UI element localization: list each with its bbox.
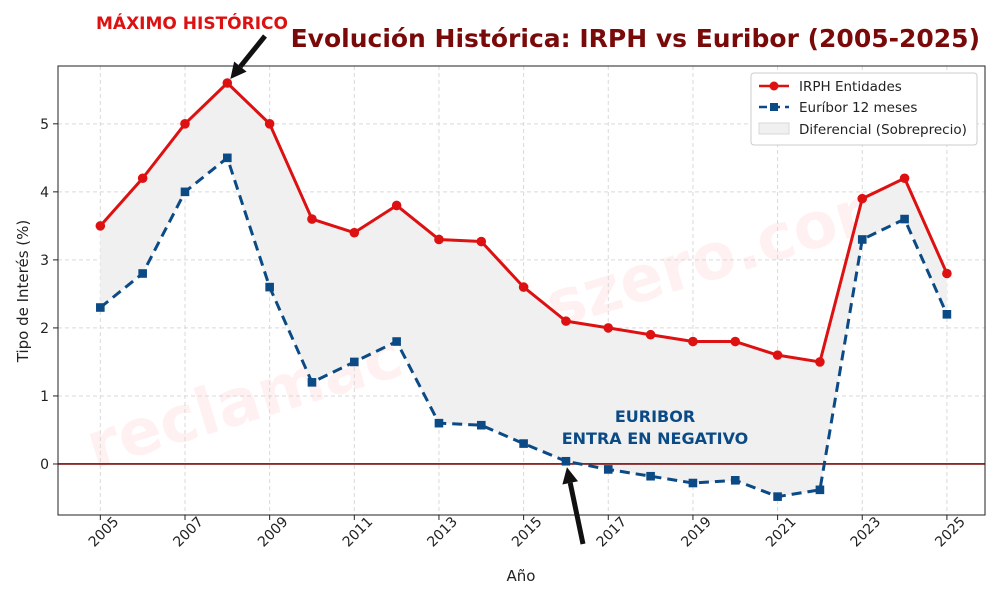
irph-point: [645, 329, 656, 340]
y-tick-label: 3: [40, 253, 49, 269]
legend-irph-marker: [769, 81, 779, 91]
euribor-point: [350, 357, 359, 367]
plot-frame: [57, 65, 986, 516]
legend: IRPH Entidades Euríbor 12 meses Diferenc…: [750, 72, 978, 146]
x-tick-label: 2009: [255, 514, 292, 551]
y-tick-label: 4: [40, 185, 49, 201]
y-axis-label: Tipo de Interés (%): [14, 220, 32, 364]
irph-point: [857, 193, 868, 204]
irph-point: [688, 336, 698, 347]
irph-point: [518, 282, 529, 292]
euribor-point: [815, 485, 825, 495]
irph-point: [349, 227, 360, 238]
irph-point: [95, 221, 106, 231]
irph-point: [264, 119, 275, 129]
annotation-negative-arrow-head: [562, 467, 579, 485]
euribor-point: [519, 439, 528, 448]
irph-point: [137, 173, 148, 184]
euribor-point: [561, 456, 571, 466]
annotation-negative-arrow-shaft: [567, 482, 586, 545]
series-line-euribor: [99, 156, 949, 499]
legend-irph-label: IRPH Entidades: [799, 79, 902, 95]
euribor-point: [688, 478, 698, 488]
irph-point: [307, 214, 317, 224]
chart-title: Evolución Histórica: IRPH vs Euribor (20…: [291, 24, 980, 53]
euribor-point: [730, 476, 740, 485]
euribor-point: [476, 420, 486, 430]
euribor-point: [307, 378, 317, 387]
irph-point: [476, 236, 487, 247]
irph-point: [899, 173, 910, 184]
euribor-point: [773, 492, 782, 501]
x-tick-label: 2017: [594, 514, 631, 551]
euribor-point: [900, 214, 909, 224]
euribor-point: [646, 471, 655, 481]
euribor-point: [434, 418, 444, 428]
euribor-point: [857, 235, 867, 244]
x-tick-label: 2005: [86, 514, 123, 551]
x-tick-label: 2019: [678, 514, 715, 551]
y-tick-label: 1: [40, 389, 49, 405]
x-axis-label: Año: [507, 567, 536, 585]
x-tick-label: 2025: [932, 514, 969, 551]
euribor-point: [942, 310, 952, 319]
euribor-point: [392, 337, 401, 346]
x-tick-label: 2007: [170, 514, 207, 551]
irph-point: [730, 336, 741, 347]
irph-point: [772, 350, 783, 360]
legend-euribor-label: Euríbor 12 meses: [799, 100, 917, 116]
euribor-point: [265, 282, 274, 292]
annotation-max-arrow-shaft: [238, 34, 267, 69]
irph-point: [434, 234, 444, 245]
x-tick-label: 2015: [509, 514, 546, 551]
y-tick-label: 2: [40, 321, 49, 337]
annotations: MÁXIMO HISTÓRICO EURIBOR ENTRA EN NEGATI…: [96, 12, 748, 448]
annotation-negative-text-2: ENTRA EN NEGATIVO: [562, 429, 749, 448]
irph-point: [815, 357, 825, 367]
irph-point: [603, 323, 614, 333]
x-tick-label: 2023: [848, 514, 885, 551]
euribor-point: [138, 269, 147, 278]
annotation-max-arrow-head: [230, 61, 247, 80]
y-tick-label: 5: [40, 117, 49, 133]
y-tick-label: 0: [40, 457, 49, 473]
irph-point: [222, 78, 233, 88]
irph-point: [942, 268, 952, 279]
euribor-point: [96, 303, 105, 312]
legend-fill-label: Diferencial (Sobreprecio): [799, 122, 967, 138]
legend-euribor-marker: [770, 103, 778, 111]
legend-fill-swatch: [758, 122, 790, 135]
x-tick-label: 2011: [340, 514, 377, 551]
annotation-max-text: MÁXIMO HISTÓRICO: [96, 12, 288, 34]
irph-point: [180, 119, 190, 129]
x-tick-label: 2013: [424, 514, 461, 551]
annotation-negative-text-1: EURIBOR: [615, 407, 695, 426]
irph-point: [391, 200, 402, 211]
euribor-point: [180, 187, 190, 197]
irph-point: [561, 316, 571, 326]
euribor-point: [603, 465, 613, 474]
euribor-point: [223, 153, 232, 163]
legend-frame: [750, 72, 978, 146]
x-tick-label: 2021: [763, 514, 800, 551]
